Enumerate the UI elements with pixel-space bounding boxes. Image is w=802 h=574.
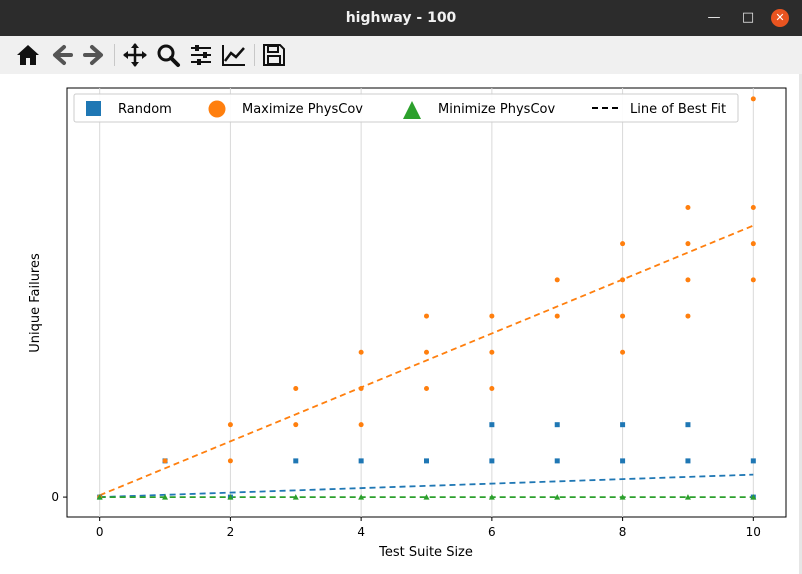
best-fit-line: [99, 473, 754, 498]
data-point-maximize: [293, 385, 299, 391]
data-point-maximize: [750, 204, 756, 210]
data-point-maximize: [489, 313, 495, 319]
legend-marker-random: [86, 101, 101, 116]
y-tick-label: 0: [51, 490, 59, 504]
data-point-minimize: [292, 494, 299, 500]
data-point-maximize: [750, 96, 756, 102]
y-axis-label: Unique Failures: [28, 253, 43, 353]
data-point-maximize: [554, 313, 560, 319]
legend-label-fit: Line of Best Fit: [630, 102, 726, 117]
configure-subplots-icon[interactable]: [187, 42, 215, 68]
legend-marker-minimize: [403, 101, 421, 119]
data-point-maximize: [620, 349, 626, 355]
data-point-maximize: [424, 385, 429, 391]
data-point-random: [685, 422, 691, 428]
pan-icon[interactable]: [121, 42, 149, 68]
data-point-maximize: [424, 349, 429, 355]
back-icon[interactable]: [48, 42, 76, 68]
x-tick-label: 10: [746, 525, 761, 539]
minimize-button[interactable]: —: [707, 10, 721, 25]
data-point-maximize: [358, 422, 364, 428]
legend-box: [73, 93, 739, 123]
data-point-maximize: [620, 313, 626, 319]
window-edge: [799, 74, 802, 574]
data-point-maximize: [554, 277, 560, 283]
data-point-maximize: [750, 277, 756, 283]
data-point-maximize: [358, 385, 364, 391]
toolbar-separator: [114, 44, 115, 66]
home-icon[interactable]: [14, 42, 42, 68]
data-point-maximize: [489, 385, 495, 391]
data-point-maximize: [685, 204, 691, 210]
data-point-random: [750, 458, 756, 464]
data-point-maximize: [685, 313, 691, 319]
data-point-maximize: [227, 458, 233, 464]
data-point-random: [620, 422, 626, 428]
x-tick-label: 6: [488, 525, 496, 539]
x-tick-label: 0: [96, 525, 104, 539]
legend-marker-maximize: [208, 100, 226, 118]
data-point-minimize: [684, 494, 691, 500]
data-point-maximize: [685, 241, 691, 247]
plot-area: [66, 87, 787, 518]
data-point-random: [554, 422, 560, 428]
data-point-random: [489, 458, 495, 464]
x-tick-label: 8: [619, 525, 627, 539]
data-point-maximize: [358, 349, 364, 355]
scatter-chart: 0 2 4 6 8 10 0 Test Suite Size Unique Failure…: [28, 87, 787, 560]
maximize-button[interactable]: □: [741, 10, 755, 25]
data-point-minimize: [488, 494, 495, 500]
data-point-maximize: [685, 277, 691, 283]
forward-icon[interactable]: [80, 42, 108, 68]
data-point-maximize: [227, 422, 233, 428]
data-point-minimize: [619, 494, 626, 500]
navigation-toolbar: [0, 36, 802, 74]
toolbar-separator: [254, 44, 255, 66]
legend: Random Maximize PhysCov Minimize PhysCov…: [73, 93, 739, 123]
legend-label-maximize: Maximize PhysCov: [242, 102, 363, 117]
data-point-maximize: [620, 241, 626, 247]
data-point-maximize: [620, 277, 626, 283]
legend-label-random: Random: [118, 102, 172, 117]
data-point-minimize: [162, 494, 169, 500]
data-point-maximize: [162, 458, 168, 464]
edit-axis-icon[interactable]: [220, 42, 248, 68]
data-point-random: [293, 458, 299, 464]
data-point-maximize: [489, 349, 495, 355]
data-point-minimize: [227, 494, 234, 500]
data-point-maximize: [293, 422, 299, 428]
x-tick-label: 2: [227, 525, 235, 539]
data-point-minimize: [750, 494, 757, 500]
window-titlebar: highway - 100 — □ ✕: [0, 0, 802, 36]
close-button[interactable]: ✕: [771, 9, 789, 27]
data-point-maximize: [750, 241, 756, 247]
legend-label-minimize: Minimize PhysCov: [438, 102, 555, 117]
data-point-random: [358, 458, 364, 464]
zoom-icon[interactable]: [154, 42, 182, 68]
best-fit-line: [99, 224, 754, 497]
data-point-minimize: [96, 494, 103, 500]
data-point-random: [620, 458, 626, 464]
data-point-random: [554, 458, 560, 464]
window-title: highway - 100: [345, 10, 457, 26]
data-point-random: [685, 458, 691, 464]
data-point-minimize: [423, 494, 430, 500]
data-point-minimize: [554, 494, 561, 500]
data-point-random: [424, 458, 429, 464]
data-point-maximize: [424, 313, 429, 319]
save-icon[interactable]: [260, 42, 288, 68]
data-point-random: [489, 422, 495, 428]
x-axis-label: Test Suite Size: [378, 545, 473, 560]
data-point-minimize: [358, 494, 365, 500]
x-tick-label: 4: [357, 525, 365, 539]
